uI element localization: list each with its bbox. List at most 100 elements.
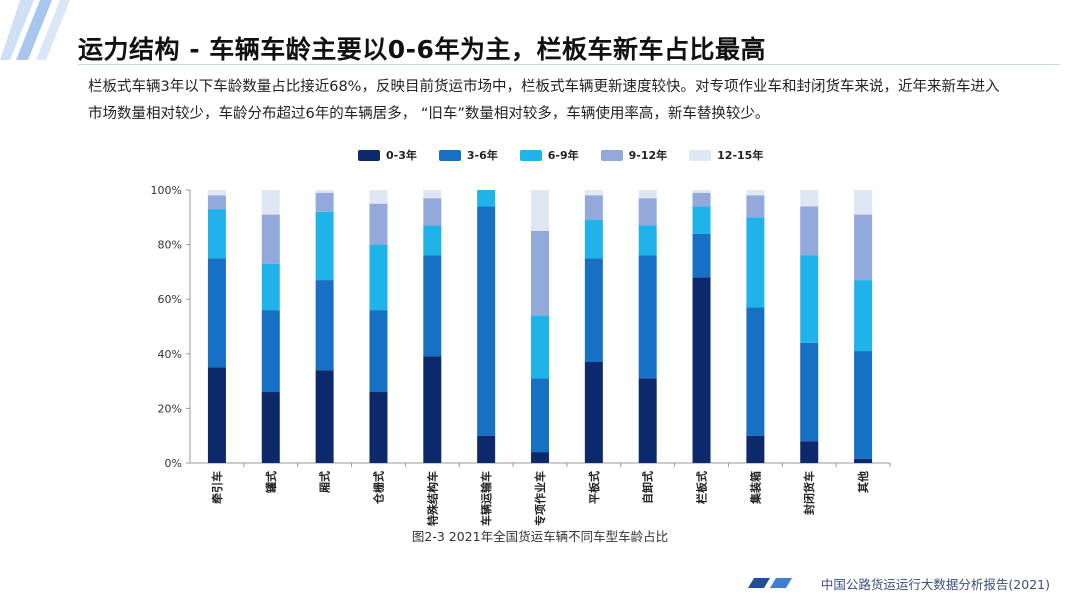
x-tick-label: 特殊结构车 xyxy=(425,471,439,526)
bar-segment xyxy=(854,190,873,215)
bar-segment xyxy=(854,458,873,463)
y-tick-label: 40% xyxy=(158,348,182,361)
chart-legend: 0-3年 3-6年 6-9年 9-12年 12-15年 xyxy=(358,147,763,163)
bar-segment xyxy=(207,209,226,259)
x-tick-label: 专项作业车 xyxy=(533,471,547,526)
x-tick-label: 仓栅式 xyxy=(371,471,385,505)
x-tick-label: 栏板式 xyxy=(695,471,709,504)
footer-mark-1 xyxy=(748,578,770,588)
bar-segment xyxy=(800,206,819,256)
footer-mark-2 xyxy=(770,578,792,588)
bar-segment xyxy=(692,206,711,234)
bar-segment xyxy=(584,190,603,196)
bar-segment xyxy=(584,220,603,259)
legend-label: 0-3年 xyxy=(386,149,417,162)
bar-segment xyxy=(746,217,765,308)
bar-segment xyxy=(584,195,603,221)
x-tick-label: 牵引车 xyxy=(210,471,224,504)
bar-segment xyxy=(423,190,442,199)
bar-segment xyxy=(315,370,334,463)
legend-swatch xyxy=(600,149,623,161)
y-tick-label: 0% xyxy=(165,457,182,470)
bar-segment xyxy=(638,190,657,199)
bar-segment xyxy=(800,441,819,463)
legend-item: 6-9年 xyxy=(519,147,579,163)
bar-segment xyxy=(854,280,873,352)
x-tick-label: 其他 xyxy=(856,471,870,493)
bar-segment xyxy=(477,206,496,436)
bar-segment xyxy=(423,225,442,256)
bar-segment xyxy=(746,435,765,463)
x-tick-label: 平板式 xyxy=(587,471,601,504)
bar-segment xyxy=(369,392,388,463)
bar-segment xyxy=(261,214,280,264)
bar-segment xyxy=(369,310,388,393)
bar-segment xyxy=(692,190,711,193)
legend-label: 9-12年 xyxy=(628,149,668,162)
bar-segment xyxy=(746,307,765,436)
intro-paragraph: 栏板式车辆3年以下车龄数量占比接近68%，反映目前货运市场中，栏板式车辆更新速度… xyxy=(88,79,1000,122)
bar-segment xyxy=(800,190,819,207)
bar-segment xyxy=(423,255,442,357)
x-tick-label: 封闭货车 xyxy=(802,471,816,515)
title-divider xyxy=(78,64,1060,65)
bar-segment xyxy=(584,361,603,463)
bar-segment xyxy=(207,190,226,196)
bar-segment xyxy=(423,198,442,226)
bar-segment xyxy=(261,310,280,393)
bar-segment xyxy=(477,435,496,463)
x-tick-label: 车辆运输车 xyxy=(479,471,493,526)
legend-swatch xyxy=(358,149,380,161)
y-tick-label: 60% xyxy=(158,293,182,306)
legend-label: 6-9年 xyxy=(547,149,579,162)
bar-segment xyxy=(315,211,334,281)
bar-segment xyxy=(261,263,280,311)
legend-swatch xyxy=(519,149,542,161)
corner-stripe-2 xyxy=(16,0,52,60)
legend-item: 0-3年 xyxy=(358,147,417,163)
bar-segment xyxy=(746,195,765,218)
bar-segment xyxy=(638,255,657,379)
chart-caption: 图2-3 2021年全国货运车辆不同车型车龄占比 xyxy=(411,529,669,544)
page-title: 运力结构 - 车辆车龄主要以0-6年为主，栏板车新车占比最高 xyxy=(78,35,766,64)
bar-segment xyxy=(531,452,549,463)
legend-item: 12-15年 xyxy=(689,147,763,163)
x-tick-label: 自卸式 xyxy=(641,471,655,504)
footer-logo-marks xyxy=(748,578,792,588)
bar-segment xyxy=(207,195,226,210)
legend-item: 3-6年 xyxy=(438,147,498,163)
bar-segment xyxy=(638,225,657,256)
corner-stripe-1 xyxy=(0,0,34,60)
bar-segment xyxy=(692,192,711,207)
y-tick-label: 100% xyxy=(151,184,182,197)
bar-segment xyxy=(531,315,549,379)
bar-segment xyxy=(261,392,280,463)
corner-decoration xyxy=(0,0,70,60)
bar-segment xyxy=(800,342,819,442)
bar-segment xyxy=(692,233,711,278)
report-footer: 中国公路货运运行大数据分析报告(2021) xyxy=(820,577,1050,592)
x-tick-label: 罐式 xyxy=(264,471,278,494)
bar-segment xyxy=(531,190,549,231)
bar-segment xyxy=(584,258,603,362)
bar-segment xyxy=(531,230,549,316)
bar-segment xyxy=(207,258,226,368)
bar-segment xyxy=(800,255,819,343)
y-tick-label: 80% xyxy=(158,239,182,252)
bar-segment xyxy=(638,378,657,463)
bar-segment xyxy=(315,190,334,193)
bar-segment xyxy=(261,190,280,215)
x-tick-label: 厢式 xyxy=(318,471,332,493)
legend-swatch xyxy=(689,149,712,161)
legend-swatch xyxy=(438,149,461,161)
bar-segment xyxy=(207,367,226,463)
legend-label: 12-15年 xyxy=(717,149,764,162)
bar-segment xyxy=(638,198,657,226)
corner-stripe-3 xyxy=(36,0,70,60)
legend-label: 3-6年 xyxy=(466,149,498,162)
bar-segment xyxy=(854,214,873,281)
bar-segment xyxy=(531,378,549,453)
bar-segment xyxy=(854,351,873,459)
legend-item: 9-12年 xyxy=(600,147,668,163)
